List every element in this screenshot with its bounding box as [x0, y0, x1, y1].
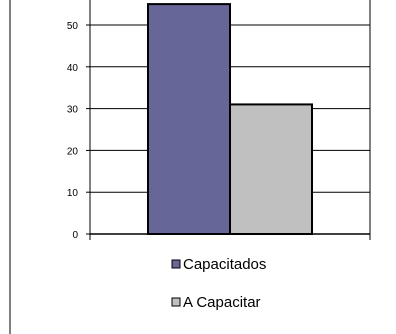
legend-swatch: [171, 259, 181, 269]
y-tick-label: 40: [67, 63, 79, 74]
bar-a-capacitar: [229, 103, 313, 235]
bars: [147, 3, 313, 235]
y-tick-label: 0: [72, 230, 78, 241]
bar-capacitados: [147, 3, 231, 235]
y-tick-labels: 0 10 20 30 40 50: [67, 21, 79, 241]
legend: Capacitados A Capacitar: [171, 256, 266, 311]
legend-swatch: [171, 297, 181, 307]
y-tick-label: 20: [67, 146, 79, 157]
axes: [86, 0, 371, 240]
y-tick-label: 30: [67, 105, 79, 116]
legend-label: Capacitados: [183, 256, 266, 273]
y-tick-label: 10: [67, 188, 79, 199]
y-tick-label: 50: [67, 21, 79, 32]
legend-label: A Capacitar: [183, 294, 261, 311]
